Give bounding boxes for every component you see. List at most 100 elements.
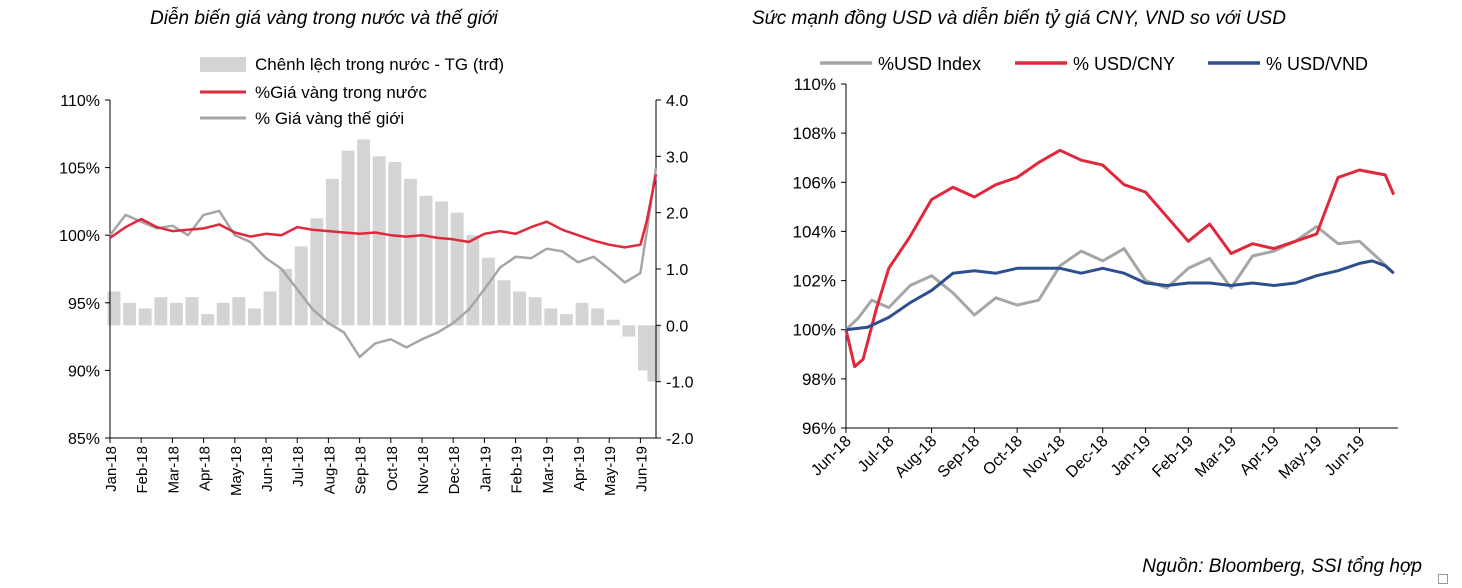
left-y-tick-label: 85%: [68, 431, 100, 448]
diff-bar: [419, 195, 433, 326]
diff-bar: [435, 201, 449, 326]
right-chart-title: Sức mạnh đồng USD và diễn biến tỷ giá CN…: [752, 8, 1286, 29]
x-tick-label: Oct-18: [980, 433, 1026, 479]
diff-bar: [107, 291, 121, 326]
diff-bar: [388, 161, 402, 326]
x-tick-label: Mar-19: [1192, 433, 1240, 481]
x-tick-label: Feb-19: [1149, 433, 1197, 481]
source-note: Nguồn: Bloomberg, SSI tổng hợp: [1142, 556, 1422, 577]
right-y-tick-label: 2.0: [666, 206, 688, 223]
right-y-tick-label: 3.0: [666, 149, 688, 166]
right-y-tick-label: 4.0: [666, 93, 688, 110]
y-tick-label: 98%: [802, 370, 836, 389]
usd-cny-line: [844, 148, 1396, 369]
diff-bar: [169, 302, 183, 326]
diff-bar: [559, 314, 573, 326]
y-tick-label: 110%: [794, 75, 836, 94]
y-tick-label: 108%: [793, 124, 836, 143]
left-y-tick-label: 90%: [68, 363, 100, 380]
diff-bar: [154, 297, 168, 326]
diff-bar: [341, 150, 355, 326]
x-tick-label: Apr-19: [571, 446, 588, 491]
x-tick-label: Aug-18: [321, 446, 338, 494]
x-tick-label: Jul-18: [290, 446, 307, 487]
x-tick-label: Dec-18: [446, 446, 463, 494]
world-gold-line: [109, 167, 658, 359]
x-tick-label: Jun-18: [808, 433, 855, 480]
y-tick-label: 96%: [802, 419, 836, 438]
diff-bar: [294, 246, 308, 326]
legend-label: % USD/VND: [1266, 54, 1368, 74]
left-y-tick-label: 95%: [68, 296, 100, 313]
x-tick-label: Jun-18: [259, 446, 276, 492]
diff-bar: [123, 302, 137, 326]
x-tick-label: May-18: [228, 446, 245, 496]
diff-bar: [497, 280, 511, 326]
legend-label: %USD Index: [878, 54, 981, 74]
diff-bar: [403, 178, 417, 326]
diff-bar: [591, 308, 605, 326]
diff-bar: [466, 235, 480, 326]
y-tick-label: 100%: [793, 321, 836, 340]
diff-bar: [647, 325, 661, 382]
legend-swatch-bar: [200, 57, 246, 72]
x-tick-label: Sep-18: [353, 446, 370, 494]
x-tick-label: Mar-18: [165, 446, 182, 494]
diff-bar: [263, 291, 277, 326]
x-tick-label: Feb-18: [134, 446, 151, 494]
x-tick-label: Jan-19: [1108, 433, 1155, 480]
legend-label: Chênh lệch trong nước - TG (trđ): [255, 55, 504, 74]
diff-bar: [216, 302, 230, 326]
left-y-tick-label: 105%: [59, 161, 100, 178]
legend-label: % USD/CNY: [1073, 54, 1175, 74]
legend-label: %Giá vàng trong nước: [255, 83, 427, 102]
diff-bar: [544, 308, 558, 326]
right-y-tick-label: 0.0: [666, 318, 688, 335]
diff-bar: [185, 297, 199, 326]
diff-bar: [606, 319, 620, 326]
y-tick-label: 104%: [793, 222, 836, 241]
usd-strength-chart: 110%108%106%104%102%100%98%96%Jun-18 Jul-…: [793, 54, 1398, 483]
diff-bar: [513, 291, 527, 326]
diff-bar: [481, 257, 495, 326]
diff-bar: [247, 308, 261, 326]
x-tick-label: May-19: [602, 446, 619, 496]
x-tick-label: Nov-18: [1020, 433, 1069, 482]
diff-bar: [279, 269, 293, 326]
x-tick-label: Jun-19: [633, 446, 650, 492]
x-tick-label: Sep-18: [935, 433, 984, 482]
legend-label: % Giá vàng thế giới: [255, 109, 404, 128]
x-tick-label: Jan-18: [103, 446, 120, 492]
diff-bar: [622, 325, 636, 337]
x-tick-label: Jun-19: [1322, 433, 1369, 480]
diff-bar: [310, 218, 324, 326]
y-tick-label: 106%: [793, 173, 836, 192]
x-tick-label: Mar-19: [540, 446, 557, 494]
x-tick-label: May-19: [1276, 433, 1326, 483]
diff-bar: [201, 314, 215, 326]
usd-vnd-line: [845, 259, 1395, 332]
diff-bar: [232, 297, 246, 326]
right-y-tick-label: -2.0: [666, 431, 694, 448]
diff-bar: [372, 156, 386, 326]
x-tick-label: Apr-18: [197, 446, 214, 491]
diff-bar: [575, 302, 589, 326]
usd-index-line: [844, 225, 1395, 331]
x-tick-label: Dec-18: [1063, 433, 1112, 482]
left-y-tick-label: 110%: [60, 93, 100, 110]
x-tick-label: Oct-18: [384, 446, 401, 491]
y-tick-label: 102%: [793, 272, 836, 291]
x-tick-label: Aug-18: [892, 433, 941, 482]
gold-price-chart: 110% 105% 100% 95% 90% 85% 4.0 3.0 2.0 1.0 0.0 -1.0…: [59, 55, 694, 496]
right-y-tick-label: 1.0: [666, 262, 688, 279]
diff-bar: [138, 308, 152, 326]
diff-bar: [325, 178, 339, 326]
x-tick-label: Jan-19: [477, 446, 494, 492]
left-y-tick-label: 100%: [59, 228, 100, 245]
x-tick-label: Nov-18: [415, 446, 432, 494]
resize-handle: [1438, 574, 1448, 584]
diff-bar: [528, 297, 542, 326]
right-y-tick-label: -1.0: [666, 375, 694, 392]
domestic-gold-line: [109, 174, 658, 249]
x-tick-label: Feb-19: [509, 446, 526, 494]
